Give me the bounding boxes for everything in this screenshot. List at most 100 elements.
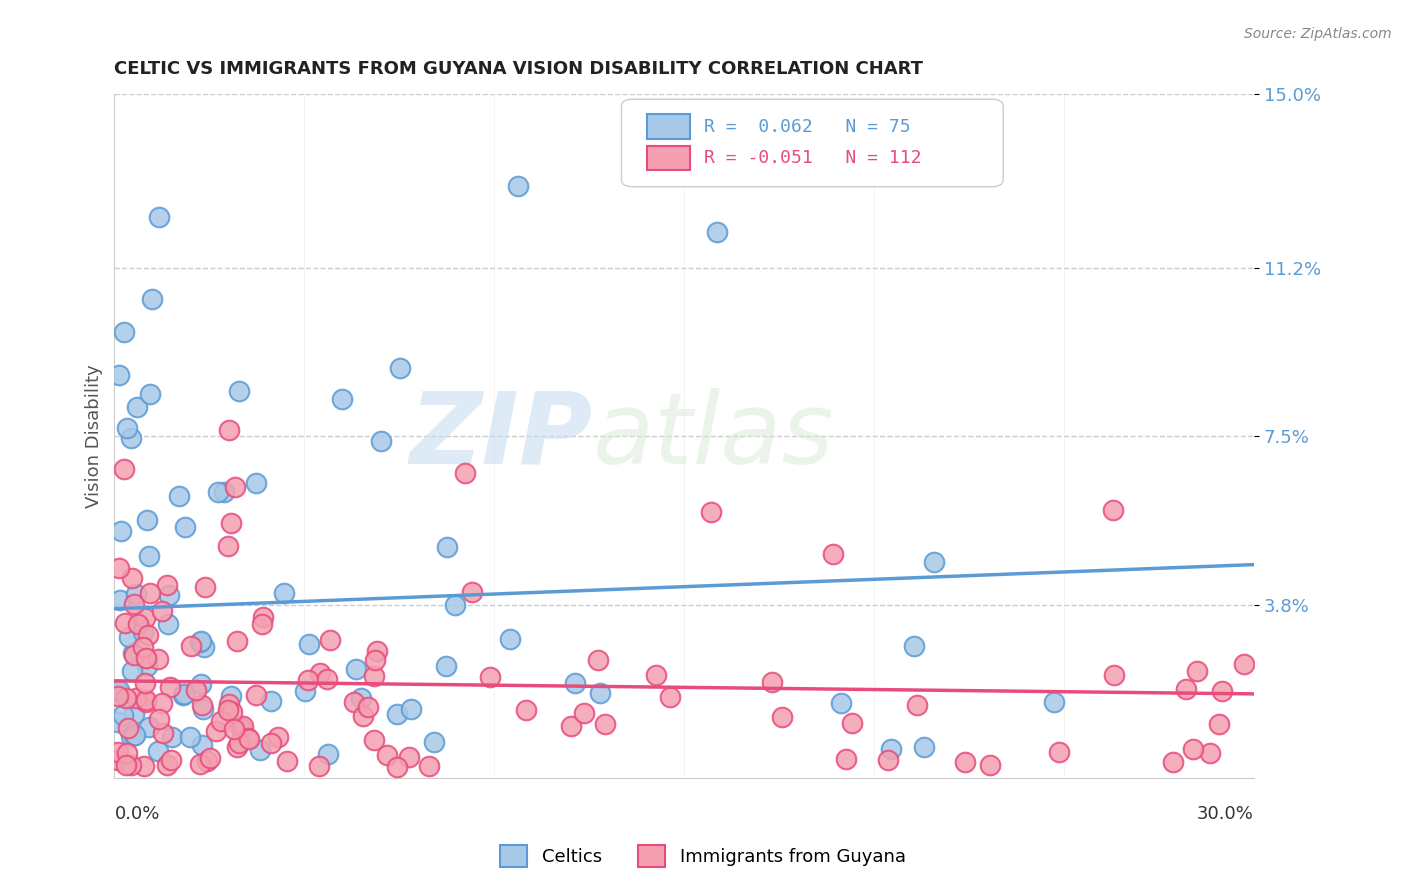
Point xyxy=(135,695,157,709)
Point xyxy=(478,670,501,684)
Point xyxy=(880,742,903,756)
Point xyxy=(218,697,240,711)
Point xyxy=(330,392,353,407)
Point xyxy=(138,585,160,599)
Point xyxy=(1104,668,1126,682)
Text: ZIP: ZIP xyxy=(411,388,593,484)
Point xyxy=(107,715,129,730)
Point xyxy=(169,489,191,503)
Point xyxy=(316,673,339,687)
Text: R = -0.051   N = 112: R = -0.051 N = 112 xyxy=(703,149,921,167)
Point xyxy=(572,706,595,720)
Point xyxy=(120,431,142,445)
Point xyxy=(877,753,900,767)
Point xyxy=(586,653,609,667)
Point xyxy=(560,719,582,733)
Point xyxy=(107,690,129,704)
Point xyxy=(198,750,221,764)
Point xyxy=(212,484,235,499)
Point xyxy=(401,702,423,716)
Point xyxy=(1161,756,1184,770)
Point xyxy=(245,688,267,702)
Point xyxy=(124,587,146,601)
Point xyxy=(232,719,254,733)
Point xyxy=(156,758,179,772)
Text: 30.0%: 30.0% xyxy=(1197,805,1254,823)
Point xyxy=(593,717,616,731)
Point xyxy=(191,698,214,713)
Point xyxy=(172,688,194,702)
Legend: Celtics, Immigrants from Guyana: Celtics, Immigrants from Guyana xyxy=(494,838,912,874)
Point xyxy=(207,485,229,500)
Point xyxy=(1211,683,1233,698)
Point xyxy=(121,664,143,678)
Point xyxy=(1233,657,1256,672)
Point xyxy=(195,754,218,768)
Point xyxy=(180,639,202,653)
Point xyxy=(389,360,412,375)
Point xyxy=(132,640,155,654)
Point xyxy=(110,524,132,538)
Point xyxy=(385,760,408,774)
Point xyxy=(249,743,271,757)
Point xyxy=(209,714,232,728)
Point xyxy=(903,639,925,653)
Point xyxy=(132,624,155,639)
Point xyxy=(363,669,385,683)
Point xyxy=(297,673,319,687)
Point xyxy=(245,476,267,491)
Point xyxy=(1208,717,1230,731)
Point xyxy=(127,617,149,632)
Point xyxy=(190,757,212,772)
Point xyxy=(252,610,274,624)
Point xyxy=(156,578,179,592)
Text: atlas: atlas xyxy=(593,388,835,484)
Point xyxy=(107,745,129,759)
Point xyxy=(761,674,783,689)
Point xyxy=(436,540,458,554)
Point xyxy=(159,681,181,695)
Point xyxy=(108,592,131,607)
Point xyxy=(152,726,174,740)
Point xyxy=(250,617,273,632)
FancyBboxPatch shape xyxy=(621,99,1002,186)
Point xyxy=(174,520,197,534)
Point xyxy=(217,539,239,553)
Point xyxy=(138,720,160,734)
Point xyxy=(186,683,208,698)
Point xyxy=(124,728,146,742)
Point xyxy=(124,648,146,662)
Point xyxy=(205,724,228,739)
Point xyxy=(260,693,283,707)
Point xyxy=(135,693,157,707)
Point xyxy=(294,684,316,698)
Point xyxy=(398,749,420,764)
Point xyxy=(308,759,330,773)
Point xyxy=(107,682,129,697)
Point xyxy=(114,757,136,772)
Point xyxy=(190,634,212,648)
FancyBboxPatch shape xyxy=(647,145,690,170)
Point xyxy=(770,710,793,724)
Point xyxy=(179,730,201,744)
Point xyxy=(217,703,239,717)
Point xyxy=(114,615,136,630)
Point xyxy=(366,644,388,658)
Point xyxy=(108,560,131,574)
Point xyxy=(136,513,159,527)
Point xyxy=(461,585,484,599)
Point xyxy=(125,400,148,414)
Point xyxy=(150,696,173,710)
Point xyxy=(434,659,457,673)
Point xyxy=(107,753,129,767)
Point xyxy=(157,616,180,631)
Point xyxy=(118,630,141,644)
Point xyxy=(148,211,170,225)
Point xyxy=(193,640,215,654)
Point xyxy=(659,690,682,704)
Point xyxy=(225,634,247,648)
Point xyxy=(979,757,1001,772)
Point xyxy=(120,758,142,772)
Point xyxy=(346,662,368,676)
Point xyxy=(194,580,217,594)
